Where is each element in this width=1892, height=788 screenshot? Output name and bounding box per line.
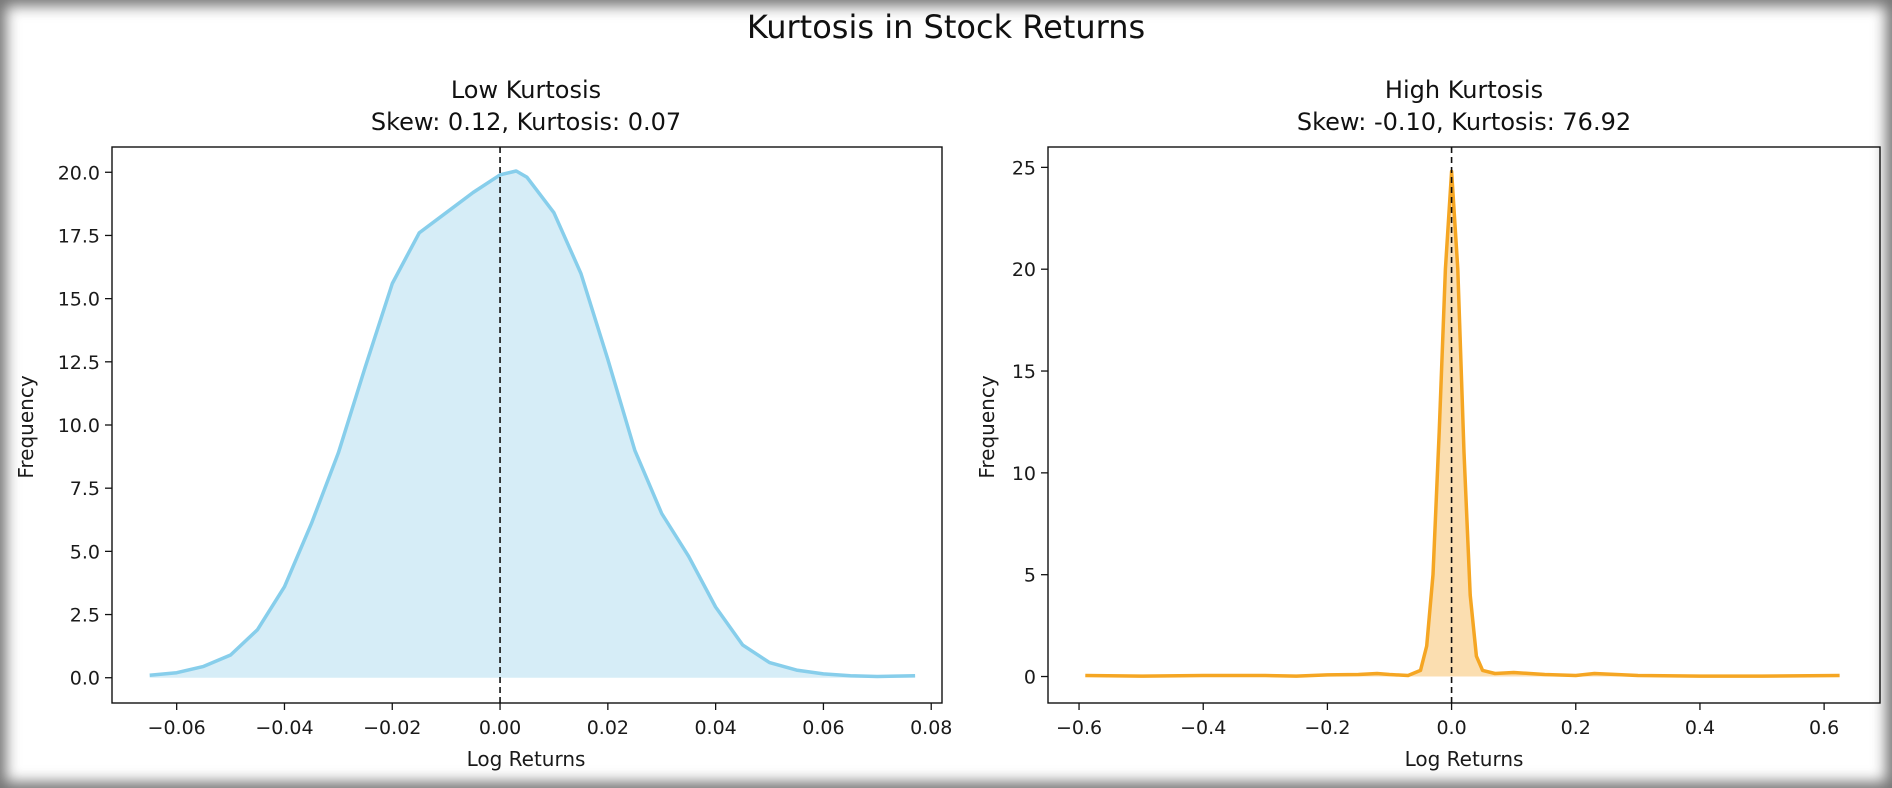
x-tick-label: −0.4	[1180, 717, 1226, 739]
x-tick-label: 0.04	[694, 717, 736, 739]
x-tick-label: −0.2	[1304, 717, 1350, 739]
y-tick-label: 20	[1012, 259, 1036, 281]
x-tick-label: 0.06	[802, 717, 844, 739]
x-tick-label: −0.6	[1056, 717, 1102, 739]
y-tick-label: 15	[1012, 361, 1036, 383]
y-tick-label: 25	[1012, 157, 1036, 179]
x-tick-label: 0.08	[910, 717, 952, 739]
x-axis-label: Log Returns	[1405, 747, 1524, 771]
density-line	[149, 169, 916, 679]
x-tick-label: 0.00	[479, 717, 521, 739]
y-tick-label: 0	[1024, 667, 1036, 689]
y-tick-label: 5.0	[70, 541, 100, 563]
x-tick-label: 0.2	[1561, 717, 1591, 739]
plot-frame	[1047, 146, 1881, 704]
panel-subtitle: Skew: -0.10, Kurtosis: 76.92	[1297, 108, 1631, 136]
y-tick-label: 10	[1012, 463, 1036, 485]
y-tick-label: 0.0	[70, 668, 100, 690]
y-axis-label: Frequency	[14, 375, 38, 478]
x-tick-label: 0.4	[1685, 717, 1715, 739]
y-axis-label: Frequency	[975, 375, 999, 478]
x-tick-label: −0.02	[363, 717, 421, 739]
y-tick-label: 12.5	[58, 352, 100, 374]
y-tick-label: 5	[1024, 565, 1036, 587]
x-axis-label: Log Returns	[467, 747, 586, 771]
panel-subtitle: Skew: 0.12, Kurtosis: 0.07	[371, 108, 681, 136]
panel-high-kurtosis: High Kurtosis Skew: -0.10, Kurtosis: 76.…	[975, 76, 1881, 771]
y-tick-label: 15.0	[58, 289, 100, 311]
x-tick-label: −0.06	[148, 717, 206, 739]
y-tick-label: 20.0	[58, 162, 100, 184]
x-tick-label: 0.0	[1436, 717, 1466, 739]
density-line	[1085, 169, 1840, 678]
panel-title: Low Kurtosis	[451, 76, 601, 104]
density-fill	[149, 171, 916, 678]
y-tick-label: 17.5	[58, 225, 100, 247]
panel-low-kurtosis: Low Kurtosis Skew: 0.12, Kurtosis: 0.07 …	[14, 76, 952, 771]
panel-title: High Kurtosis	[1385, 76, 1543, 104]
x-tick-label: 0.6	[1809, 717, 1839, 739]
chart-title: Kurtosis in Stock Returns	[747, 8, 1145, 46]
y-tick-label: 2.5	[70, 605, 100, 627]
y-tick-label: 7.5	[70, 478, 100, 500]
x-tick-label: 0.02	[587, 717, 629, 739]
x-tick-label: −0.04	[255, 717, 313, 739]
y-tick-label: 10.0	[58, 415, 100, 437]
